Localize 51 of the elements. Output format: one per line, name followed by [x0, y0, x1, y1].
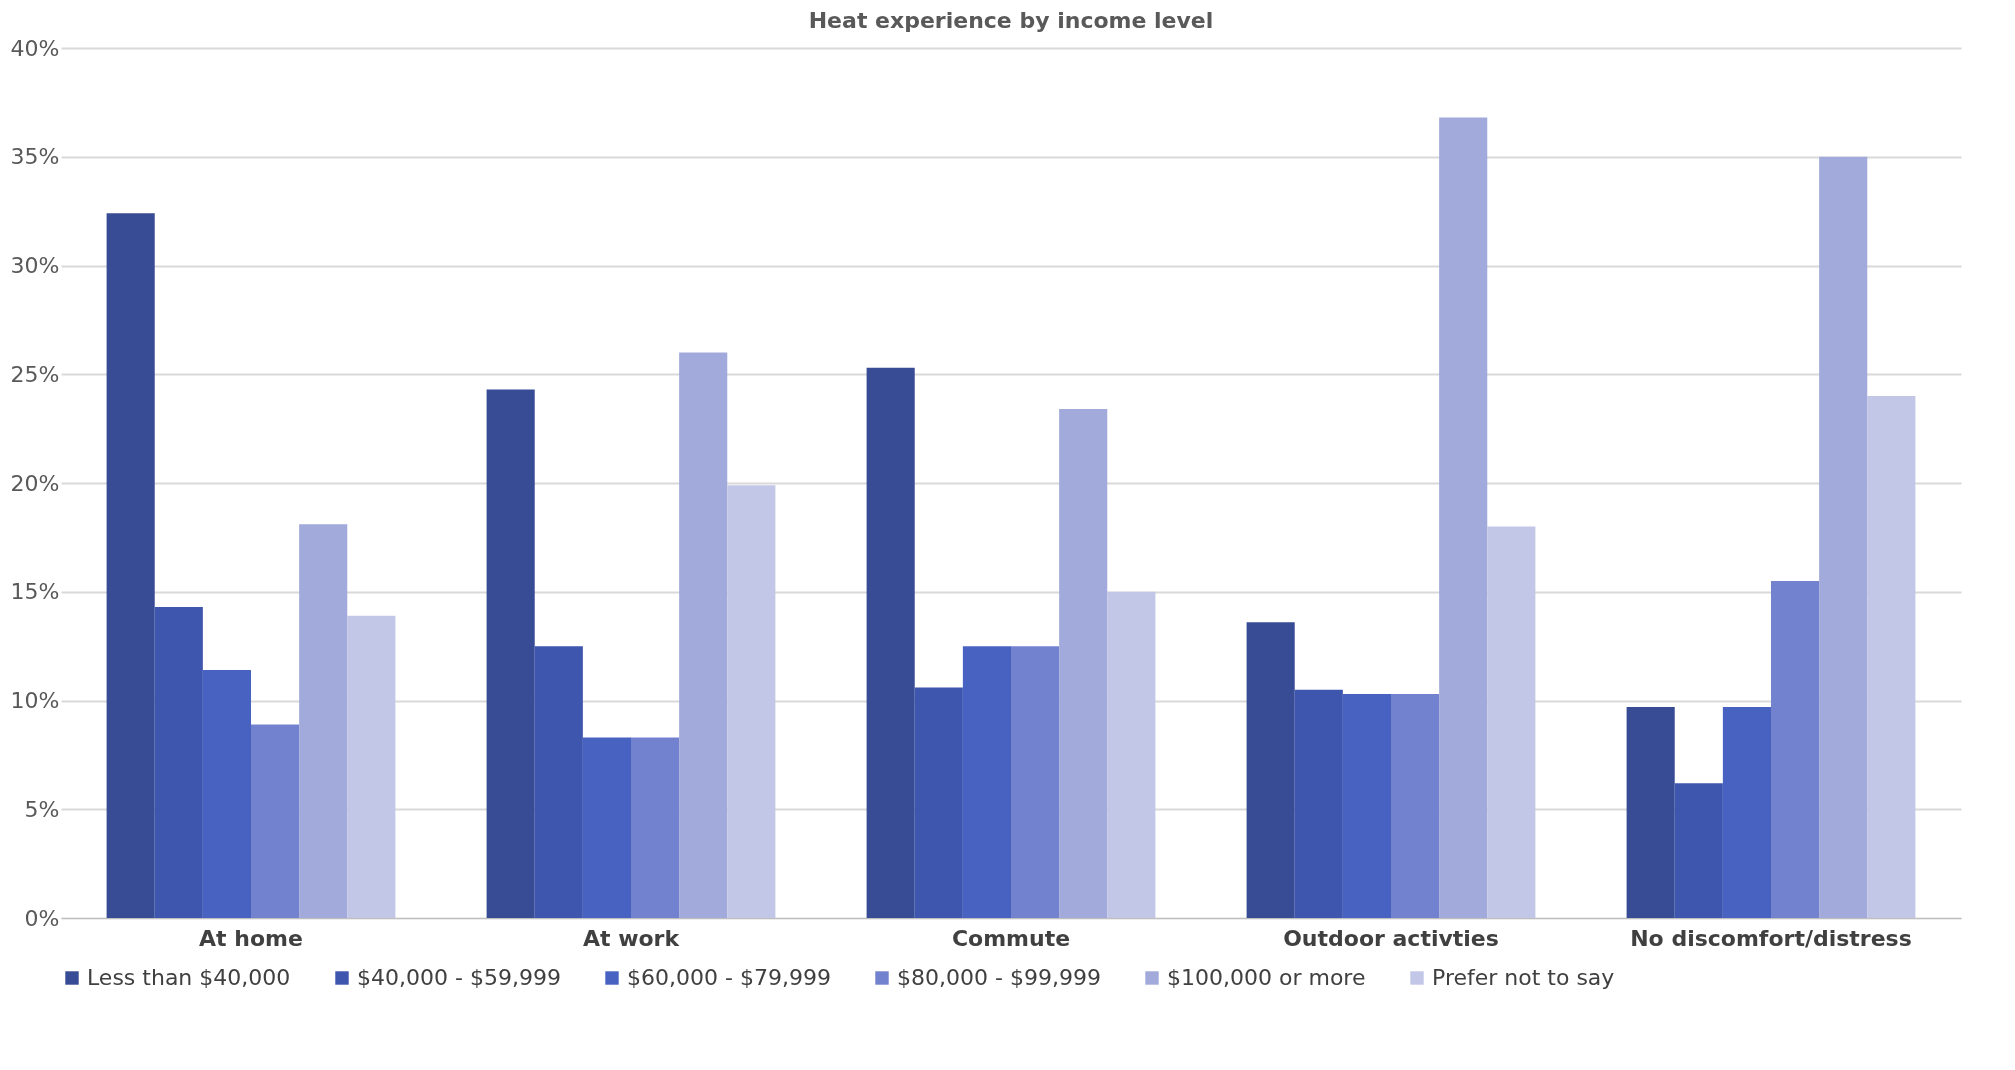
bar [727, 485, 776, 918]
legend-label: $100,000 or more [1167, 965, 1366, 990]
bar [347, 615, 396, 918]
bar [631, 737, 680, 918]
bar [1674, 783, 1723, 918]
y-tick-label: 30% [10, 253, 60, 278]
bar [1294, 689, 1343, 918]
bar [1342, 693, 1391, 918]
bar [1626, 707, 1675, 918]
bar [299, 524, 348, 918]
bar [1246, 622, 1295, 918]
x-tick-label: At work [582, 925, 681, 951]
chart-title: Heat experience by income level [808, 8, 1214, 33]
bar [1011, 646, 1060, 918]
y-tick-label: 10% [10, 688, 60, 713]
legend-label: $80,000 - $99,999 [897, 965, 1101, 990]
bar [1059, 409, 1108, 918]
bar [106, 213, 155, 918]
bar [1107, 591, 1156, 918]
bar [679, 352, 728, 918]
bar [1391, 693, 1440, 918]
bar [866, 367, 915, 918]
x-tick-label: Outdoor activties [1283, 925, 1499, 951]
x-tick-label: At home [199, 925, 303, 951]
x-tick-label: No discomfort/distress [1630, 925, 1912, 951]
y-tick-label: 40% [10, 35, 60, 61]
bar [251, 724, 300, 918]
y-tick-label: 25% [10, 361, 60, 387]
bar [202, 670, 251, 918]
bar [1722, 707, 1771, 918]
bar [1487, 526, 1536, 918]
bar [582, 737, 631, 918]
bar [486, 389, 535, 918]
y-tick-label: 15% [10, 579, 60, 605]
bar [1867, 396, 1916, 918]
legend-label: $60,000 - $79,999 [627, 965, 831, 990]
y-tick-label: 5% [24, 796, 60, 822]
bar [1439, 117, 1488, 918]
legend-label: $40,000 - $59,999 [357, 965, 561, 990]
bar [154, 606, 203, 918]
legend-label: Prefer not to say [1432, 965, 1615, 990]
bar [914, 687, 963, 918]
bar [962, 646, 1011, 918]
x-tick-label: Commute [951, 925, 1071, 951]
y-tick-label: 20% [10, 470, 60, 496]
y-tick-label: 0% [24, 905, 60, 931]
bar [1819, 156, 1868, 918]
y-tick-label: 35% [10, 144, 60, 170]
legend-label: Less than $40,000 [87, 965, 291, 990]
bar [1771, 580, 1820, 918]
bar [534, 646, 583, 918]
